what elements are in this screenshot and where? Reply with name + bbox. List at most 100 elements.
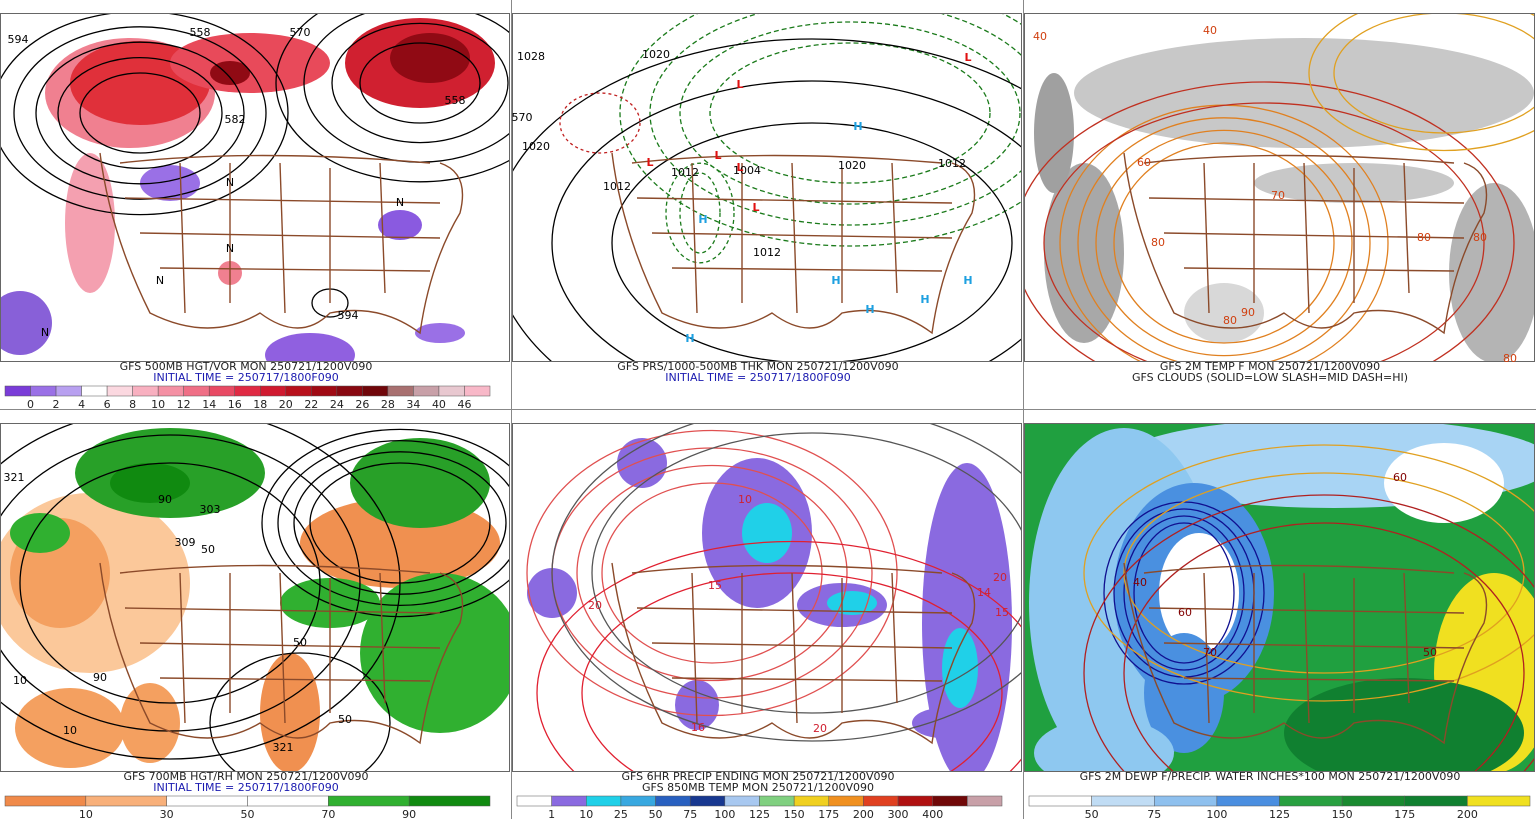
colorbar-label: 150 (1332, 808, 1353, 819)
boundary-line (1203, 162, 1210, 314)
map-frame (512, 13, 1022, 362)
colorbar-swatch (183, 385, 210, 397)
map-label: 20 (993, 571, 1007, 584)
boundary-line (691, 572, 698, 724)
contour-line (261, 428, 510, 618)
boundary-line (1403, 162, 1410, 294)
colorbar-swatch (1341, 795, 1405, 807)
shaded-area (415, 323, 465, 343)
map-label: 16 (691, 721, 705, 734)
map-label: 1012 (938, 157, 966, 170)
map-label: H (963, 274, 972, 287)
colorbar-label: 34 (406, 398, 420, 411)
map-label: 10 (63, 724, 77, 737)
map-label: 90 (93, 671, 107, 684)
map-label: H (831, 274, 840, 287)
boundary-line (124, 197, 441, 204)
colorbar-swatch (4, 385, 31, 397)
colorbar-label: 26 (355, 398, 369, 411)
contour-line (1113, 142, 1335, 344)
colorbar-label: 400 (922, 808, 943, 819)
colorbar-swatch (1467, 795, 1531, 807)
boundary-line (99, 562, 464, 745)
state-boundaries (1123, 562, 1488, 745)
contour-line (275, 13, 510, 183)
colorbar-label: 200 (1457, 808, 1478, 819)
shaded-area (912, 708, 972, 738)
map-label: 20 (588, 599, 602, 612)
map-label: 594 (338, 309, 359, 322)
colorbar-swatch (260, 385, 287, 397)
map-label: 1004 (733, 164, 761, 177)
colorbar-label: 22 (304, 398, 318, 411)
boundary-line (1123, 152, 1488, 335)
contour-line (1043, 102, 1485, 362)
state-boundaries (611, 562, 976, 745)
boundary-line (691, 162, 698, 314)
boundary-line (279, 572, 286, 724)
colorbar-label: 2 (53, 398, 60, 411)
colorbar-label: 50 (649, 808, 663, 819)
colorbar-swatch (897, 795, 933, 807)
colorbar-label: 4 (78, 398, 85, 411)
contour-line (576, 464, 848, 682)
map-label: 558 (190, 26, 211, 39)
map-panel: 40 40 60 80 80 80 70 80 90 80 GFS 2M TEMP F MON 25… (1024, 13, 1535, 384)
colorbar-swatch (620, 795, 656, 807)
map-panel: 20 10 15 14 15 16 20 20 GFS 6HR PRECIP ENDING MO… (512, 423, 1022, 819)
contour-line (57, 56, 223, 170)
contour-line (19, 462, 321, 704)
shaded-area (10, 513, 70, 553)
contour-line (79, 72, 201, 154)
map-frame (0, 13, 510, 362)
state-boundaries (99, 562, 464, 745)
map-label: 70 (1203, 646, 1217, 659)
shaded-area (0, 291, 52, 355)
boundary-line (379, 162, 386, 294)
colorbar-swatch (1404, 795, 1468, 807)
map-label: L (736, 78, 743, 91)
colorbar-swatch (81, 385, 108, 397)
boundary-line (1183, 677, 1455, 682)
contour-line (601, 482, 823, 664)
boundary-line (631, 564, 943, 574)
map-label: 40 (1133, 576, 1147, 589)
contour-line (331, 22, 509, 144)
caption: GFS 2M TEMP F MON 250721/1200V090 (1160, 360, 1380, 373)
shaded-area (1074, 38, 1534, 148)
map-label: H (865, 303, 874, 316)
colorbar-swatch (438, 385, 465, 397)
map-label: 10 (13, 674, 27, 687)
boundary-line (379, 572, 386, 704)
map-label: 309 (175, 536, 196, 549)
colorbar-label: 30 (160, 808, 174, 819)
boundary-line (119, 154, 431, 164)
map-label: 1020 (642, 48, 670, 61)
state-boundaries (1123, 152, 1488, 335)
map-label: 90 (158, 493, 172, 506)
colorbar-swatch (328, 795, 410, 807)
caption: GFS 850MB TEMP MON 250721/1200V090 (642, 781, 874, 794)
map-label: 80 (1503, 352, 1517, 365)
map-label: 1012 (603, 180, 631, 193)
map-label: 1020 (522, 140, 550, 153)
colorbar-swatch (336, 385, 363, 397)
map-panel: 40 60 70 60 50 GFS 2M DEWP F/PRECIP. WATER IN… (1024, 423, 1535, 819)
contour-line (1123, 522, 1525, 772)
contour-line (679, 21, 1021, 205)
map-label: 40 (1203, 24, 1217, 37)
shaded-area (1384, 443, 1504, 523)
contour-line (0, 13, 289, 216)
boundary-line (279, 162, 286, 314)
map-label: 1012 (753, 246, 781, 259)
boundary-line (139, 232, 441, 239)
map-label: 594 (8, 33, 29, 46)
shaded-area (15, 688, 125, 768)
boundary-line (651, 642, 953, 649)
boundary-line (611, 562, 976, 745)
colorbar-label: 25 (614, 808, 628, 819)
map-label: N (156, 274, 164, 287)
colorbar-swatch (166, 795, 248, 807)
map-panel: 1028 1020 1020 1012 1012 1004 1012 1020 1012 570 L… (512, 13, 1022, 384)
